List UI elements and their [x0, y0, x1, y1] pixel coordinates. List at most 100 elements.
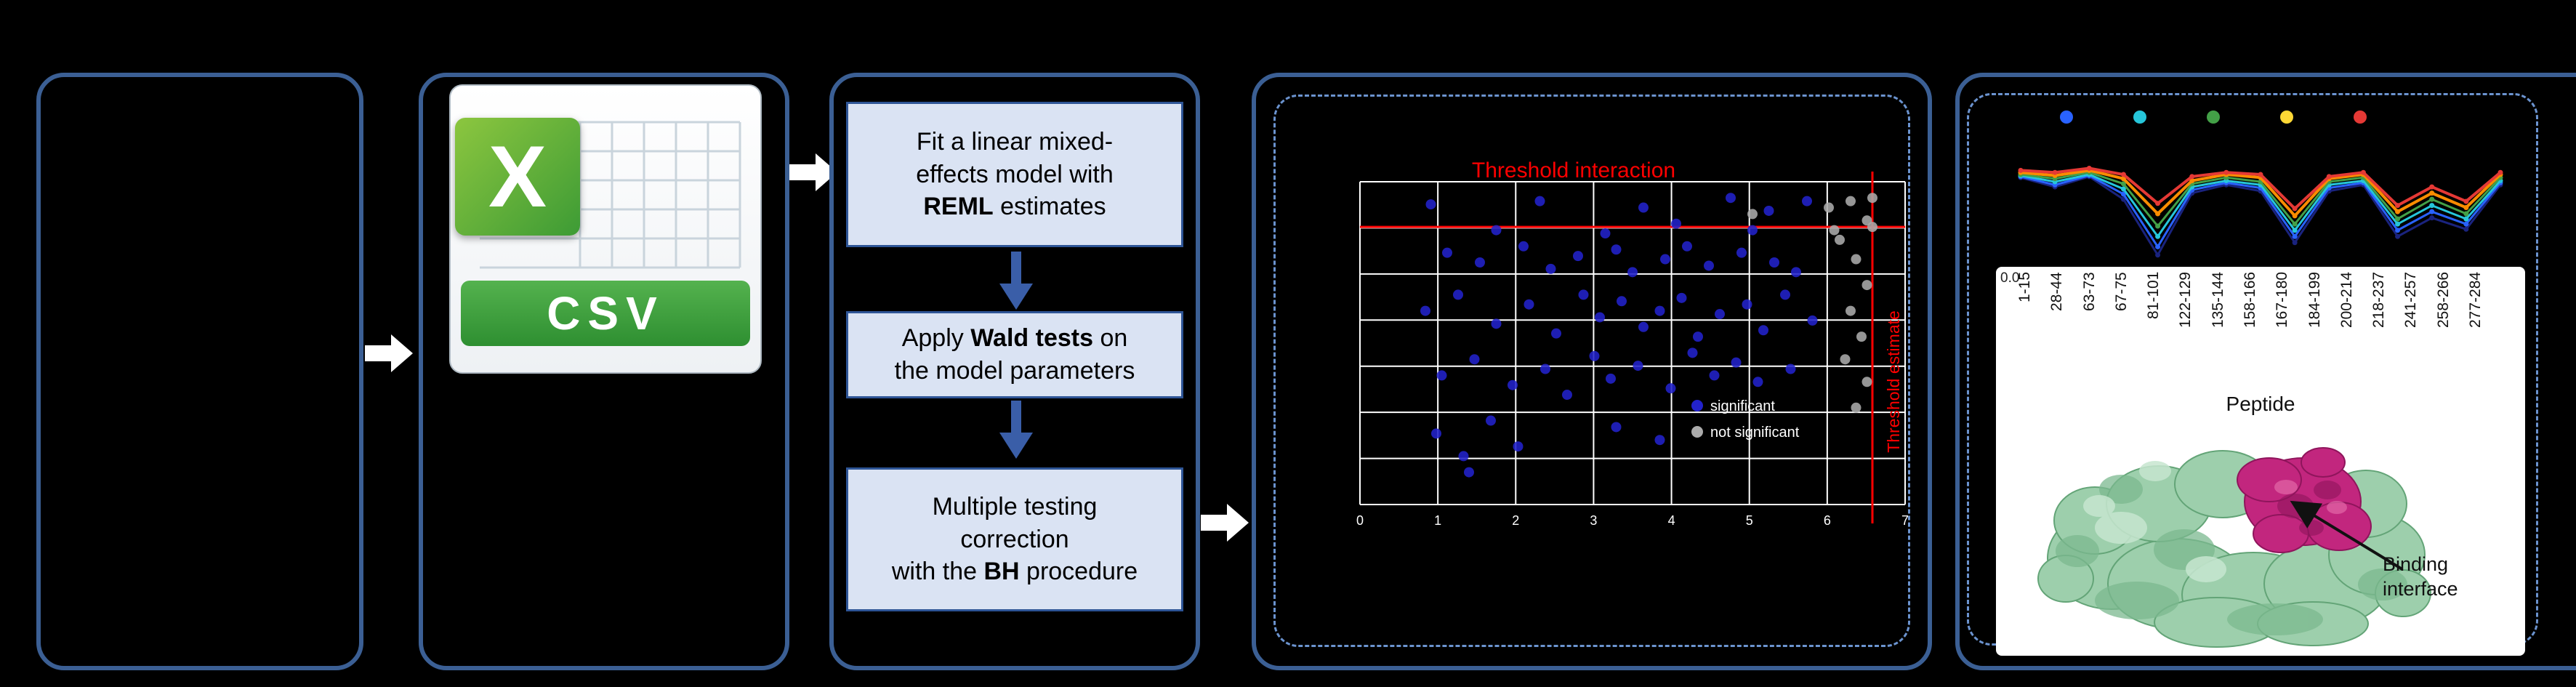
scatter-point — [1436, 370, 1447, 381]
uptake-series-marker — [2086, 166, 2092, 172]
peptide-tick-label: 158-166 — [2241, 272, 2258, 329]
scatter-point — [1524, 299, 1534, 310]
x-tick-label: 2 — [1512, 513, 1519, 528]
peptide-tick-label: 81-101 — [2145, 272, 2162, 320]
uptake-series-marker — [2395, 221, 2401, 227]
uptake-series-marker — [2395, 233, 2401, 239]
excel-x-logo: X — [455, 118, 580, 236]
uptake-y-tick: 0.0 — [2000, 270, 2020, 286]
scatter-point — [1665, 383, 1676, 394]
arrow-down-icon-1 — [999, 252, 1033, 310]
threshold-interaction-label: Threshold interaction — [1471, 158, 1676, 182]
scatter-point — [1453, 289, 1463, 300]
scatter-point — [1752, 377, 1763, 387]
uptake-series-marker — [2052, 169, 2058, 175]
scatter-point — [1486, 415, 1496, 426]
scatter-point — [1671, 218, 1681, 229]
scatter-point — [1638, 202, 1649, 213]
scatter-point — [1682, 241, 1692, 252]
peptide-tick-label: 135-144 — [2209, 272, 2226, 329]
uptake-series-marker — [2395, 203, 2401, 209]
uptake-series-marker — [2292, 240, 2298, 246]
scatter-point — [1856, 332, 1867, 342]
uptake-series-marker — [2155, 201, 2161, 206]
uptake-series-marker — [2429, 184, 2435, 190]
panel-stage-scatter — [1252, 73, 1932, 670]
scatter-point — [1867, 193, 1877, 204]
legend-dot-icon — [1691, 426, 1703, 438]
scatter-point — [1704, 260, 1714, 271]
scatter-point — [1742, 299, 1752, 310]
uptake-series-marker — [2018, 167, 2024, 173]
protein-surface-highlight — [2083, 461, 2367, 582]
binding-interface-highlight — [2274, 480, 2347, 514]
uptake-series-marker — [2429, 203, 2435, 209]
scatter-point — [1785, 363, 1796, 374]
scatter-point — [1491, 318, 1502, 329]
peptide-tick-label: 28-44 — [2048, 272, 2066, 311]
scatter-point — [1508, 379, 1518, 390]
scatter-point — [1758, 325, 1768, 336]
uptake-series-marker — [2155, 223, 2161, 229]
arrow-right-icon-3 — [1201, 504, 1249, 542]
panel-stage-input — [36, 73, 363, 670]
uptake-series-marker — [2189, 174, 2195, 180]
csv-sheet: X CSV — [449, 84, 762, 374]
timepoint-dot-icon — [2060, 111, 2073, 124]
scatter-point — [1442, 247, 1452, 258]
flow-step-reml-text: Fit a linear mixed- effects model with R… — [916, 127, 1114, 221]
arrow-down-icon-2 — [999, 401, 1033, 459]
uptake-series-marker — [2155, 211, 2161, 217]
uptake-series-marker — [2292, 233, 2298, 239]
flow-step-wald-text: Apply Wald tests on the model parameters — [894, 324, 1135, 385]
scatter-point — [1534, 196, 1545, 206]
scatter-point — [1861, 377, 1872, 387]
scatter-point — [1693, 332, 1703, 342]
uptake-series-marker — [2155, 252, 2161, 258]
scatter-point — [1780, 289, 1790, 300]
uptake-series-marker — [2429, 190, 2435, 196]
scatter-point — [1687, 347, 1698, 358]
flow-step-bh-text: Multiple testing correction with the BH … — [891, 492, 1138, 586]
scatter-point — [1835, 234, 1845, 245]
uptake-series-marker — [2463, 211, 2469, 217]
uptake-series-marker — [2463, 226, 2469, 232]
scatter-point — [1513, 441, 1524, 452]
x-tick-label: 5 — [1746, 513, 1753, 528]
scatter-point — [1736, 247, 1747, 258]
scatter-point — [1633, 361, 1643, 371]
peptide-axis-title: Peptide — [2226, 393, 2295, 415]
binding-interface-annotation-line2: interface — [2383, 577, 2458, 600]
peptide-tick-label: 184-199 — [2306, 272, 2323, 329]
uptake-series-marker — [2497, 169, 2503, 175]
scatter-point — [1726, 193, 1736, 204]
legend-label: not significant — [1710, 425, 1800, 441]
peptide-axis-labels: 1-15 28-44 63-73 67-75 81-101 122-129 135-144 1… — [2016, 272, 2484, 385]
scatter-point — [1660, 254, 1670, 265]
flow-step-reml: Fit a linear mixed- effects model with R… — [846, 102, 1183, 247]
peptide-tick-label: 258-266 — [2434, 272, 2452, 329]
legend-dot-icon — [1691, 400, 1703, 411]
uptake-series-marker — [2429, 209, 2435, 214]
peptide-tick-label: 67-75 — [2112, 272, 2130, 311]
csv-file-icon: X CSV — [449, 84, 762, 374]
peptide-tick-label: 241-257 — [2402, 272, 2420, 329]
uptake-series-marker — [2429, 215, 2435, 221]
uptake-series-marker — [2120, 181, 2126, 187]
scatter-point — [1851, 402, 1861, 413]
scatter-point — [1551, 328, 1561, 339]
scatter-point — [1425, 199, 1436, 210]
uptake-series-marker — [2463, 216, 2469, 222]
uptake-series-marker — [2395, 209, 2401, 214]
scatter-point — [1846, 305, 1856, 316]
scatter-point — [1846, 196, 1856, 206]
uptake-series-marker — [2120, 191, 2126, 197]
scatter-point — [1769, 257, 1779, 268]
scatter-point — [1709, 370, 1720, 381]
uptake-series-marker — [2292, 213, 2298, 219]
scatter-point — [1824, 202, 1834, 213]
scatter-point — [1491, 225, 1502, 236]
peptide-tick-label: 218-237 — [2370, 272, 2388, 329]
scatter-point — [1420, 305, 1430, 316]
